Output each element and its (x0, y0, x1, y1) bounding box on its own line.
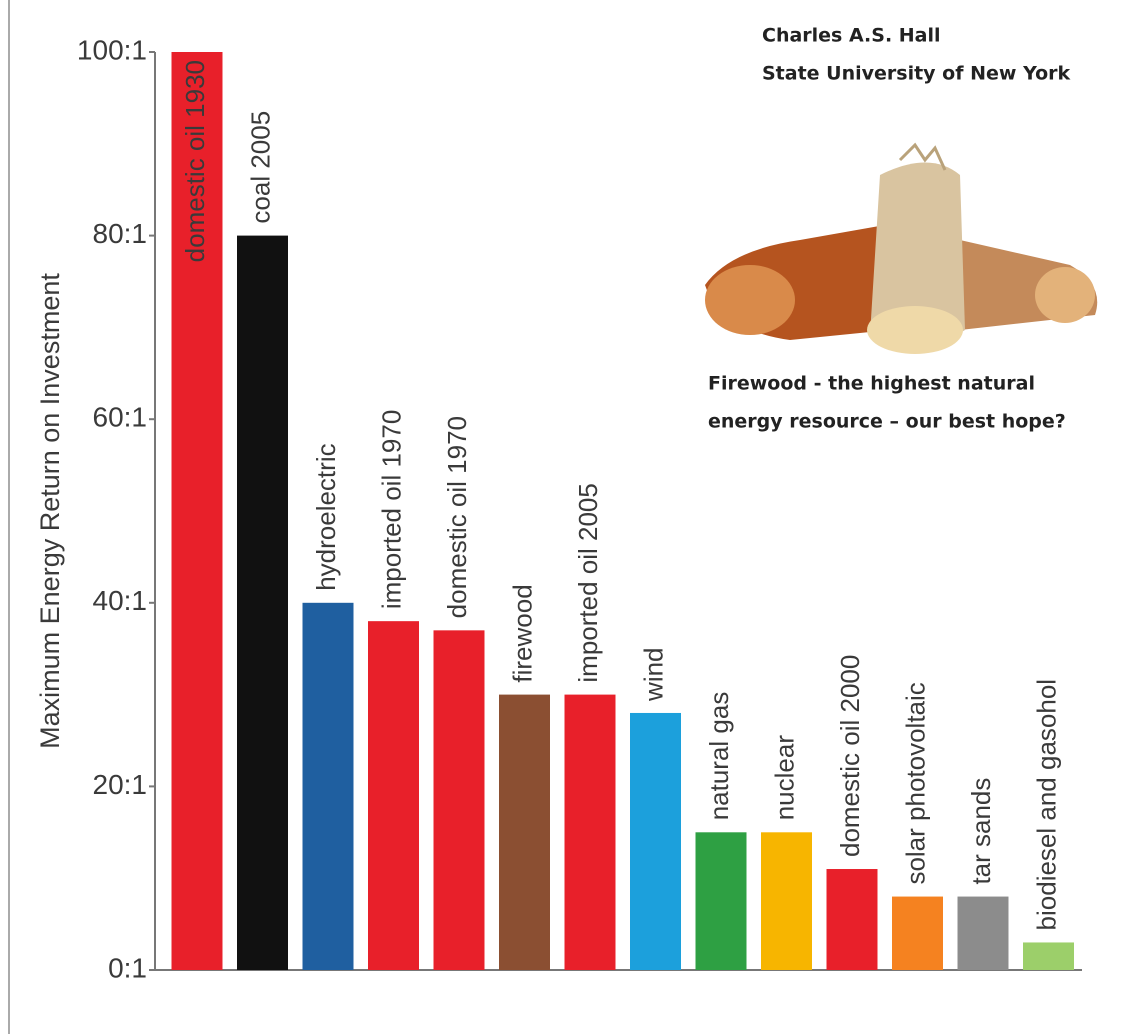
y-tick-label: 80:1 (93, 218, 148, 249)
bar-label: tar sands (966, 778, 996, 885)
firewood-illustration (705, 142, 1098, 354)
bar-label: solar photovoltaic (900, 682, 930, 884)
bar (957, 896, 1009, 970)
author: Charles A.S. Hall (762, 25, 941, 47)
y-axis-label: Maximum Energy Return on Investment (35, 273, 65, 749)
bar (826, 869, 878, 970)
bar-label: domestic oil 1970 (442, 416, 472, 618)
bar (761, 832, 812, 970)
bar-label: firewood (507, 584, 537, 682)
y-tick-label: 0:1 (108, 952, 147, 983)
bar (564, 694, 616, 970)
bar-label: domestic oil 2000 (835, 655, 865, 857)
bar (368, 621, 419, 970)
y-tick-label: 40:1 (93, 585, 148, 616)
bar (892, 896, 943, 970)
bar (302, 602, 354, 970)
y-tick-label: 20:1 (93, 769, 148, 800)
bar (433, 630, 485, 970)
y-tick-label: 60:1 (93, 402, 148, 433)
bar (695, 832, 747, 970)
caption: energy resource – our best hope? (708, 411, 1066, 433)
bar-label: imported oil 1970 (376, 410, 406, 609)
bar-label: coal 2005 (245, 111, 275, 224)
bar (237, 235, 288, 971)
bar (499, 694, 550, 970)
caption: Firewood - the highest natural (708, 373, 1035, 395)
bar-label: imported oil 2005 (573, 483, 603, 682)
bar-label: hydroelectric (311, 443, 341, 590)
bar-label: nuclear (769, 735, 799, 821)
bar (1023, 942, 1074, 970)
bar-label: domestic oil 1930 (180, 60, 210, 262)
bar-label: wind (638, 647, 668, 701)
bar-label: biodiesel and gasohol (1031, 679, 1061, 931)
affiliation: State University of New York (762, 63, 1071, 85)
y-tick-label: 100:1 (77, 34, 147, 65)
bar (171, 52, 223, 970)
bar-label: natural gas (704, 692, 734, 821)
bar (630, 712, 681, 970)
